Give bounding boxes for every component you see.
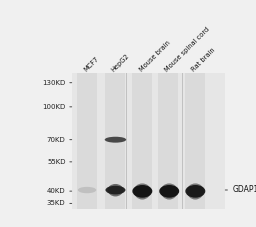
Text: Mouse brain: Mouse brain (138, 39, 171, 73)
Text: 40KD: 40KD (47, 188, 66, 194)
Ellipse shape (105, 137, 126, 143)
Text: GDAP1: GDAP1 (225, 185, 256, 195)
Bar (105, 73, 125, 209)
Ellipse shape (108, 184, 123, 196)
Bar (185, 73, 205, 209)
Ellipse shape (159, 185, 179, 198)
Text: 70KD: 70KD (47, 137, 66, 143)
Text: Mouse spinal cord: Mouse spinal cord (164, 26, 211, 73)
Ellipse shape (105, 186, 125, 194)
Text: 100KD: 100KD (42, 104, 66, 110)
Ellipse shape (132, 185, 152, 198)
Text: Rat brain: Rat brain (190, 47, 216, 73)
Text: HepG2: HepG2 (110, 52, 131, 73)
Bar (77, 73, 97, 209)
Ellipse shape (161, 183, 178, 200)
Text: MCF7: MCF7 (83, 55, 100, 73)
Text: 55KD: 55KD (47, 159, 66, 165)
Ellipse shape (134, 183, 151, 200)
Ellipse shape (187, 183, 204, 200)
Ellipse shape (185, 185, 205, 198)
Bar (158, 73, 178, 209)
Text: 130KD: 130KD (42, 80, 66, 86)
Text: 35KD: 35KD (47, 200, 66, 206)
Ellipse shape (78, 187, 96, 193)
Bar (132, 73, 152, 209)
